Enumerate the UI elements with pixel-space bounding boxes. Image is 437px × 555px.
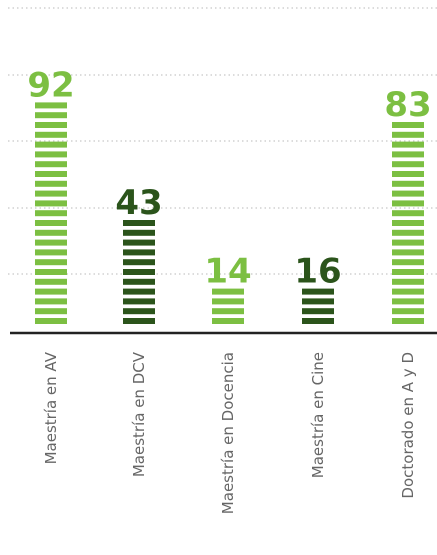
bar-1-segment xyxy=(123,308,155,315)
bar-0-segment xyxy=(35,131,67,138)
bar-4-segment xyxy=(392,318,424,324)
bar-1 xyxy=(123,220,155,324)
category-labels: Maestría en AV Maestría en DCV Maestría en… xyxy=(42,351,417,514)
bar-3-segment xyxy=(302,308,334,315)
bar-0-segment xyxy=(35,180,67,187)
bar-0-segment xyxy=(35,288,67,295)
bar-4-segment xyxy=(392,161,424,168)
bar-4-segment xyxy=(392,151,424,158)
bar-1-segment xyxy=(123,239,155,246)
value-labels: 92 43 14 16 83 xyxy=(27,65,431,291)
gridlines xyxy=(8,7,437,275)
bar-2 xyxy=(212,288,244,324)
bar-0-segment xyxy=(35,200,67,207)
bar-1-segment xyxy=(123,249,155,256)
category-label-0: Maestría en AV xyxy=(42,351,60,464)
bar-4-segment xyxy=(392,190,424,197)
bar-1-segment xyxy=(123,259,155,266)
bar-0-segment xyxy=(35,220,67,226)
bar-0 xyxy=(35,102,67,324)
bar-0-segment xyxy=(35,102,67,109)
bar-1-segment xyxy=(123,298,155,305)
value-label-2: 14 xyxy=(204,252,251,292)
bars xyxy=(35,102,424,324)
bar-4-segment xyxy=(392,171,424,177)
bar-4-segment xyxy=(392,220,424,226)
bar-4-segment xyxy=(392,141,424,148)
bar-1-segment xyxy=(123,288,155,295)
bar-4-segment xyxy=(392,229,424,236)
bar-1-segment xyxy=(123,220,155,226)
bar-1-segment xyxy=(123,269,155,275)
bar-0-segment xyxy=(35,318,67,324)
category-label-1: Maestría en DCV xyxy=(130,351,148,477)
bar-0-segment xyxy=(35,151,67,158)
bar-0-segment xyxy=(35,239,67,246)
value-label-1: 43 xyxy=(115,183,162,223)
bar-2-segment xyxy=(212,318,244,324)
bar-0-segment xyxy=(35,210,67,217)
bar-0-segment xyxy=(35,259,67,266)
bar-2-segment xyxy=(212,308,244,315)
bar-2-segment xyxy=(212,288,244,295)
value-label-0: 92 xyxy=(27,65,74,105)
bar-4-segment xyxy=(392,122,424,128)
value-label-3: 16 xyxy=(294,252,341,292)
bar-3-segment xyxy=(302,318,334,324)
bar-4-segment xyxy=(392,180,424,187)
category-label-2: Maestría en Docencia xyxy=(219,352,237,514)
bar-0-segment xyxy=(35,190,67,197)
category-label-3: Maestría en Cine xyxy=(309,352,327,478)
bar-3-segment xyxy=(302,288,334,295)
bar-0-segment xyxy=(35,298,67,305)
bar-4-segment xyxy=(392,131,424,138)
bar-4-segment xyxy=(392,210,424,217)
bar-4-segment xyxy=(392,298,424,305)
bar-4-segment xyxy=(392,200,424,207)
bar-4-segment xyxy=(392,239,424,246)
value-label-4: 83 xyxy=(384,85,431,125)
bar-2-segment xyxy=(212,298,244,305)
bar-0-segment xyxy=(35,171,67,177)
bar-4-segment xyxy=(392,269,424,275)
bar-0-segment xyxy=(35,229,67,236)
bar-0-segment xyxy=(35,308,67,315)
bar-1-segment xyxy=(123,278,155,285)
bar-0-segment xyxy=(35,122,67,128)
category-label-4: Doctorado en A y D xyxy=(399,352,417,499)
bar-4-segment xyxy=(392,249,424,256)
bar-4-segment xyxy=(392,288,424,295)
bar-1-segment xyxy=(123,229,155,236)
bar-0-segment xyxy=(35,161,67,168)
bar-1-segment xyxy=(123,318,155,324)
bar-4-segment xyxy=(392,308,424,315)
bar-4-segment xyxy=(392,278,424,285)
bar-3 xyxy=(302,288,334,324)
bar-0-segment xyxy=(35,278,67,285)
bar-0-segment xyxy=(35,112,67,119)
bar-0-segment xyxy=(35,141,67,148)
bar-4-segment xyxy=(392,259,424,266)
bar-3-segment xyxy=(302,298,334,305)
bar-0-segment xyxy=(35,269,67,275)
bar-0-segment xyxy=(35,249,67,256)
bar-4 xyxy=(392,122,424,324)
